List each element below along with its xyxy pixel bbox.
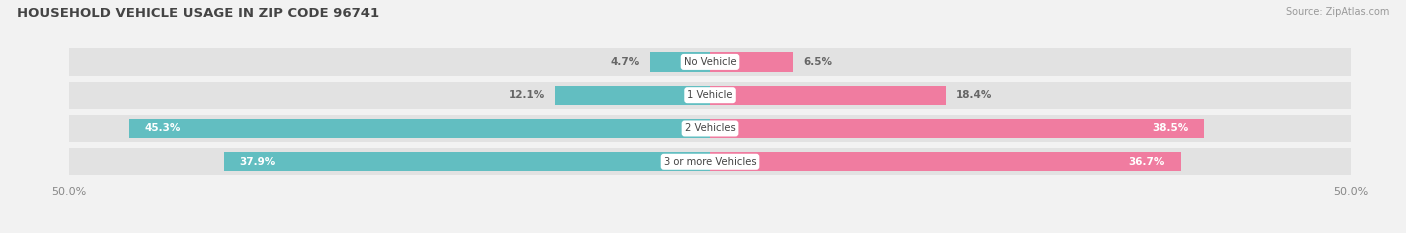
Text: 12.1%: 12.1% [509,90,544,100]
Bar [69,115,1351,142]
Text: 45.3%: 45.3% [145,123,181,134]
Bar [710,52,793,72]
Bar [710,86,946,105]
Text: 37.9%: 37.9% [239,157,276,167]
Bar [224,152,710,171]
Bar [710,119,1204,138]
Bar [710,152,1181,171]
Bar [650,52,710,72]
Text: 3 or more Vehicles: 3 or more Vehicles [664,157,756,167]
Text: Source: ZipAtlas.com: Source: ZipAtlas.com [1285,7,1389,17]
Bar [69,82,1351,109]
Text: 18.4%: 18.4% [956,90,993,100]
Bar [129,119,710,138]
Text: 6.5%: 6.5% [804,57,832,67]
Text: 4.7%: 4.7% [610,57,640,67]
Text: 1 Vehicle: 1 Vehicle [688,90,733,100]
Text: No Vehicle: No Vehicle [683,57,737,67]
Bar [69,148,1351,175]
Text: 38.5%: 38.5% [1152,123,1188,134]
Bar [555,86,710,105]
Bar [69,48,1351,75]
Text: 2 Vehicles: 2 Vehicles [685,123,735,134]
Text: HOUSEHOLD VEHICLE USAGE IN ZIP CODE 96741: HOUSEHOLD VEHICLE USAGE IN ZIP CODE 9674… [17,7,380,20]
Text: 36.7%: 36.7% [1129,157,1166,167]
